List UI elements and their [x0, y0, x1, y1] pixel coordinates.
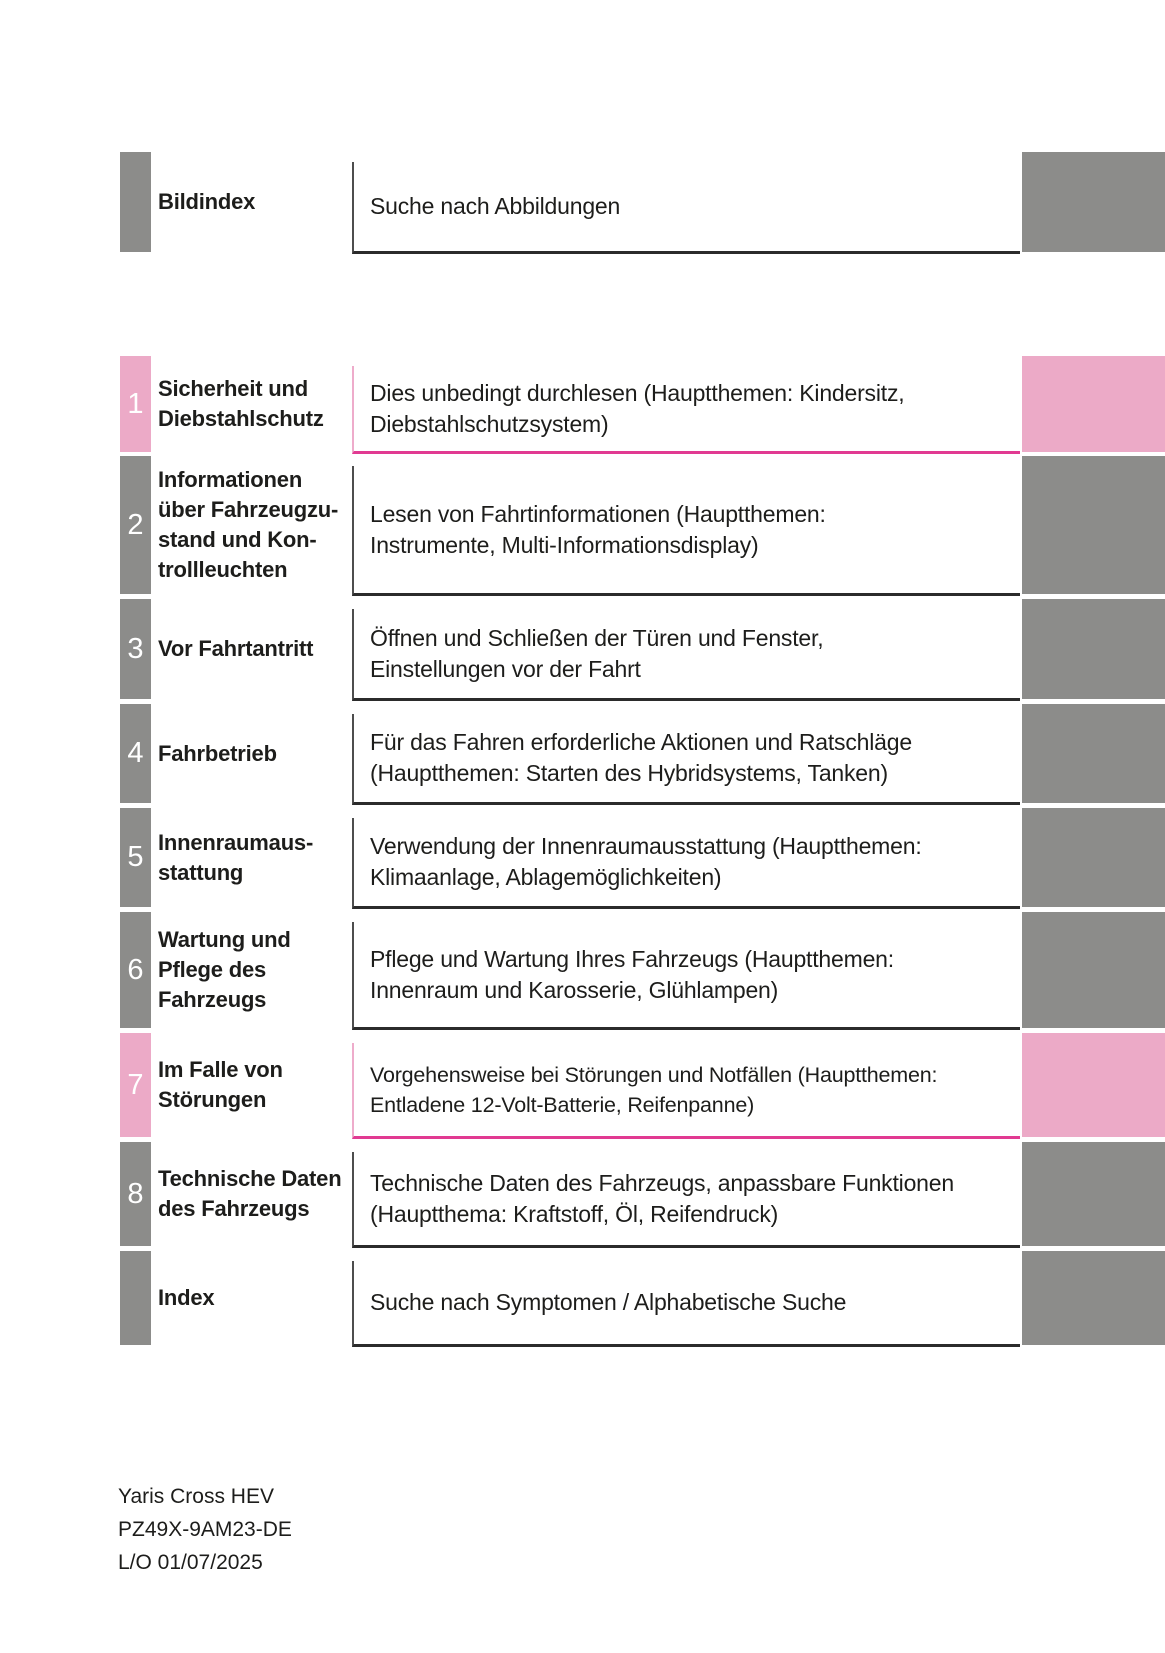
footer-model-name: Yaris Cross HEV: [118, 1485, 274, 1508]
toc-row-bildindex: Bildindex Suche nach Abbildungen: [0, 152, 1165, 254]
page-edge-tab: [1022, 808, 1165, 907]
section-number-block: 8: [120, 1142, 151, 1246]
page-edge-tab: [1022, 1251, 1165, 1345]
section-description: Verwendung der Innenraumausstattung (Hau…: [370, 833, 922, 890]
section-label: Index: [158, 1285, 215, 1310]
section-number-block: 4: [120, 704, 151, 803]
section-label: Informationen über Fahrzeugzu- stand und…: [158, 467, 339, 582]
section-number-block: [120, 152, 151, 252]
toc-row-index: Index Suche nach Symptomen / Alphabetisc…: [0, 1251, 1165, 1347]
page-edge-tab: [1022, 912, 1165, 1028]
section-number-block: [120, 1251, 151, 1345]
page-edge-tab: [1022, 456, 1165, 594]
section-number-block: 5: [120, 808, 151, 907]
section-description: Vorgehensweise bei Störungen und Notfäll…: [370, 1062, 938, 1117]
section-number-block: 6: [120, 912, 151, 1028]
toc-row-7-stoerungen: 7 Im Falle von Störungen Vorgehensweise …: [0, 1033, 1165, 1139]
section-description-box: Verwendung der Innenraumausstattung (Hau…: [352, 818, 1020, 909]
toc-row-2-informationen: 2 Informationen über Fahrzeugzu- stand u…: [0, 456, 1165, 596]
section-description-box: Für das Fahren erforderliche Aktionen un…: [352, 714, 1020, 805]
section-number-block: 1: [120, 356, 151, 452]
page-edge-tab: [1022, 704, 1165, 803]
section-description-box: Pflege und Wartung Ihres Fahrzeugs (Haup…: [352, 922, 1020, 1030]
footer-part-number: PZ49X-9AM23-DE: [118, 1518, 292, 1541]
section-description-box: Suche nach Abbildungen: [352, 162, 1020, 254]
section-label: Fahrbetrieb: [158, 740, 277, 766]
section-description: Technische Daten des Fahrzeugs, anpassba…: [370, 1169, 954, 1227]
section-label: Technische Daten des Fahrzeugs: [158, 1166, 342, 1221]
section-label: Innenraumaus- stattung: [158, 829, 314, 885]
section-label: Sicherheit und Diebstahlschutz: [158, 376, 324, 431]
section-description: Lesen von Fahrtinformationen (Haupttheme…: [370, 500, 826, 558]
section-description-box: Vorgehensweise bei Störungen und Notfäll…: [352, 1043, 1020, 1139]
section-description-box: Öffnen und Schließen der Türen und Fenst…: [352, 609, 1020, 701]
section-description-box: Lesen von Fahrtinformationen (Haupttheme…: [352, 466, 1020, 596]
toc-row-4-fahrbetrieb: 4 Fahrbetrieb Für das Fahren erforderlic…: [0, 704, 1165, 805]
section-description: Öffnen und Schließen der Türen und Fenst…: [370, 624, 824, 682]
page-edge-tab: [1022, 1033, 1165, 1137]
section-description-box: Technische Daten des Fahrzeugs, anpassba…: [352, 1152, 1020, 1248]
footer: Yaris Cross HEV PZ49X-9AM23-DE L/O 01/07…: [118, 1480, 292, 1579]
toc-row-5-innenraumausstattung: 5 Innenraumaus- stattung Verwendung der …: [0, 808, 1165, 909]
page-edge-tab: [1022, 152, 1165, 252]
toc-row-6-wartung: 6 Wartung und Pflege des Fahrzeugs Pfleg…: [0, 912, 1165, 1030]
section-number-block: 2: [120, 456, 151, 594]
section-description: Dies unbedingt durchlesen (Hauptthemen: …: [370, 379, 905, 437]
footer-layout-date: L/O 01/07/2025: [118, 1551, 263, 1574]
section-description: Pflege und Wartung Ihres Fahrzeugs (Haup…: [370, 945, 894, 1003]
section-description-box: Suche nach Symptomen / Alphabetische Suc…: [352, 1261, 1020, 1347]
section-number-block: 7: [120, 1033, 151, 1137]
page-edge-tab: [1022, 599, 1165, 699]
toc-row-3-vor-fahrtantritt: 3 Vor Fahrtantritt Öffnen und Schließen …: [0, 599, 1165, 701]
section-label: Im Falle von Störungen: [158, 1057, 283, 1112]
page-edge-tab: [1022, 1142, 1165, 1246]
section-label: Bildindex: [158, 189, 256, 214]
toc-row-1-sicherheit: 1 Sicherheit und Diebstahlschutz Dies un…: [0, 356, 1165, 454]
section-description: Suche nach Symptomen / Alphabetische Suc…: [370, 1289, 847, 1315]
page-edge-tab: [1022, 356, 1165, 452]
section-label: Wartung und Pflege des Fahrzeugs: [158, 927, 291, 1012]
section-description: Suche nach Abbildungen: [370, 193, 621, 219]
section-description-box: Dies unbedingt durchlesen (Hauptthemen: …: [352, 366, 1020, 454]
section-number-block: 3: [120, 599, 151, 699]
section-label: Vor Fahrtantritt: [158, 636, 314, 661]
section-description: Für das Fahren erforderliche Aktionen un…: [370, 729, 912, 786]
toc-row-8-technische-daten: 8 Technische Daten des Fahrzeugs Technis…: [0, 1142, 1165, 1248]
